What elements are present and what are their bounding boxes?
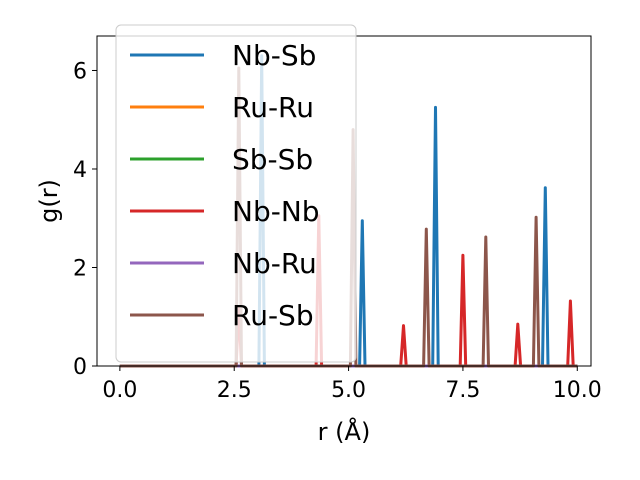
legend-label: Nb-Sb [232, 39, 316, 72]
y-tick-label: 6 [73, 59, 87, 84]
x-tick-label: 10.0 [553, 378, 602, 403]
x-axis-ticks: 0.0 2.5 5.0 7.5 10.0 [102, 366, 602, 403]
x-tick-label: 2.5 [217, 378, 252, 403]
x-tick-label: 0.0 [102, 378, 137, 403]
x-axis-label: r (Å) [318, 417, 371, 446]
y-tick-label: 0 [73, 355, 87, 380]
y-tick-label: 4 [73, 158, 87, 183]
legend-box [115, 24, 357, 363]
x-tick-label: 7.5 [445, 378, 480, 403]
legend-label: Ru-Ru [232, 91, 314, 124]
y-axis-label: g(r) [35, 179, 63, 223]
y-tick-label: 2 [73, 256, 87, 281]
legend-label: Sb-Sb [232, 143, 313, 176]
legend-label: Nb-Nb [232, 195, 320, 228]
legend-label: Ru-Sb [232, 299, 314, 332]
y-axis-ticks: 0 2 4 6 [73, 59, 97, 380]
legend: Nb-Sb Ru-Ru Sb-Sb Nb-Nb Nb-Ru Ru-Sb [115, 24, 357, 363]
legend-label: Nb-Ru [232, 247, 317, 280]
x-tick-label: 5.0 [331, 378, 366, 403]
